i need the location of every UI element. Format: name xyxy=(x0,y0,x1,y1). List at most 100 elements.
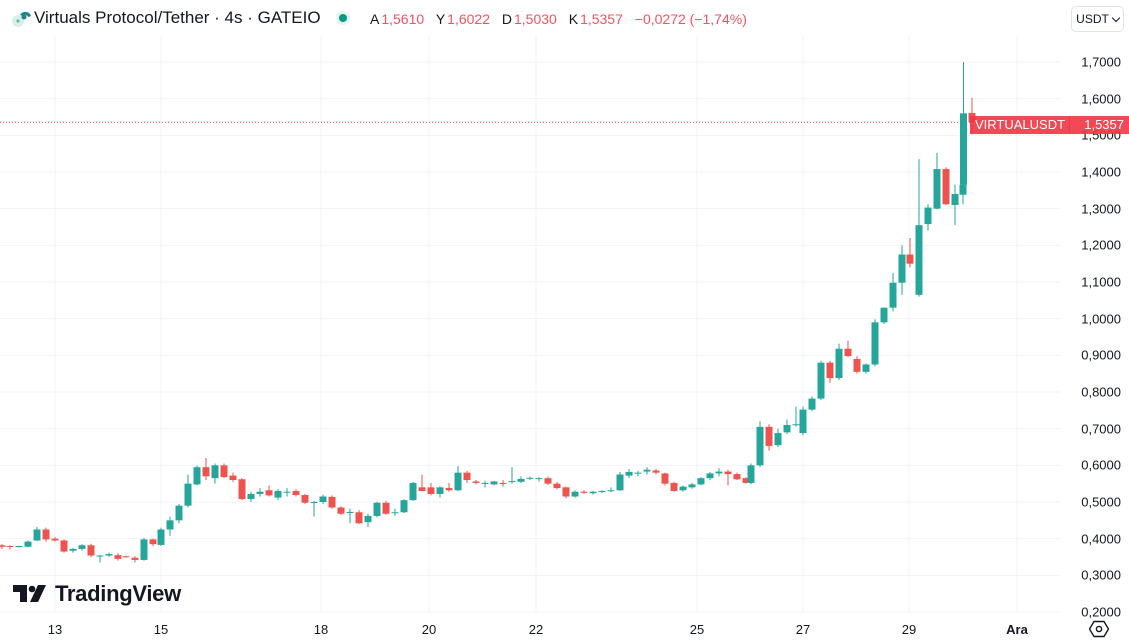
candle[interactable] xyxy=(571,490,579,498)
candle[interactable] xyxy=(853,356,861,374)
tradingview-watermark[interactable]: TradingView xyxy=(13,581,181,607)
candle[interactable] xyxy=(78,544,86,551)
candle[interactable] xyxy=(799,406,807,436)
candle[interactable] xyxy=(481,480,489,488)
candle[interactable] xyxy=(454,466,462,492)
candle[interactable] xyxy=(400,499,408,514)
candle[interactable] xyxy=(193,465,201,486)
candle[interactable] xyxy=(60,539,68,553)
candle[interactable] xyxy=(774,428,782,448)
candle[interactable] xyxy=(87,543,95,558)
candle[interactable] xyxy=(131,556,139,563)
candle[interactable] xyxy=(880,307,888,325)
candle[interactable] xyxy=(915,159,923,297)
candle[interactable] xyxy=(472,480,480,485)
candle[interactable] xyxy=(643,467,651,475)
candle[interactable] xyxy=(0,544,6,549)
settings-gear-icon[interactable] xyxy=(1089,620,1109,638)
candle[interactable] xyxy=(211,463,219,484)
candle[interactable] xyxy=(409,481,417,501)
candle[interactable] xyxy=(924,204,932,231)
candle[interactable] xyxy=(42,527,50,542)
candle[interactable] xyxy=(337,506,345,515)
candle[interactable] xyxy=(499,480,507,487)
candle[interactable] xyxy=(114,553,122,561)
candle[interactable] xyxy=(589,491,597,495)
candle[interactable] xyxy=(355,510,363,525)
candle[interactable] xyxy=(265,485,273,497)
candle[interactable] xyxy=(346,508,354,524)
candle[interactable] xyxy=(175,503,183,524)
candle[interactable] xyxy=(652,469,660,475)
candle[interactable] xyxy=(688,482,696,489)
candle[interactable] xyxy=(960,62,967,187)
candle[interactable] xyxy=(580,490,588,494)
candle[interactable] xyxy=(301,493,309,504)
candle[interactable] xyxy=(835,343,843,381)
candle[interactable] xyxy=(140,537,148,561)
candle[interactable] xyxy=(391,508,399,516)
candle[interactable] xyxy=(69,547,77,553)
candle[interactable] xyxy=(310,500,318,517)
candle[interactable] xyxy=(792,406,800,427)
candle[interactable] xyxy=(844,340,852,358)
candle[interactable] xyxy=(220,463,228,479)
candle[interactable] xyxy=(826,360,834,383)
candle[interactable] xyxy=(808,396,816,412)
candle[interactable] xyxy=(463,470,471,483)
candle[interactable] xyxy=(238,478,246,501)
candle[interactable] xyxy=(508,467,516,484)
candle[interactable] xyxy=(706,471,714,481)
candle[interactable] xyxy=(24,540,32,548)
candle[interactable] xyxy=(598,490,606,493)
candle[interactable] xyxy=(283,488,291,497)
candle[interactable] xyxy=(490,480,498,486)
candle[interactable] xyxy=(607,487,615,493)
candle[interactable] xyxy=(328,495,336,509)
candle[interactable] xyxy=(906,238,914,268)
candle[interactable] xyxy=(15,545,23,548)
candle[interactable] xyxy=(427,482,435,496)
candle[interactable] xyxy=(202,458,210,481)
candle[interactable] xyxy=(742,477,750,484)
candle[interactable] xyxy=(715,468,723,477)
market-status-icon[interactable] xyxy=(336,11,350,25)
candle[interactable] xyxy=(951,184,959,226)
candle[interactable] xyxy=(733,472,741,481)
candle[interactable] xyxy=(553,481,561,490)
candle[interactable] xyxy=(166,516,174,536)
candle[interactable] xyxy=(535,477,543,482)
currency-selector[interactable]: USDT xyxy=(1071,6,1124,32)
candle[interactable] xyxy=(661,472,669,486)
candle[interactable] xyxy=(765,424,773,451)
candle[interactable] xyxy=(445,482,453,492)
candle[interactable] xyxy=(562,486,570,499)
candle[interactable] xyxy=(942,167,950,206)
candle[interactable] xyxy=(526,476,534,481)
candle[interactable] xyxy=(747,463,755,485)
candle[interactable] xyxy=(544,476,552,486)
candle[interactable] xyxy=(625,469,633,479)
candle[interactable] xyxy=(724,469,732,486)
candle[interactable] xyxy=(96,554,104,563)
candle[interactable] xyxy=(418,474,426,492)
candle[interactable] xyxy=(382,500,390,515)
candle[interactable] xyxy=(229,472,237,482)
candle[interactable] xyxy=(436,486,444,498)
candle[interactable] xyxy=(783,419,791,435)
candle[interactable] xyxy=(817,360,825,401)
candle[interactable] xyxy=(634,470,642,477)
candle[interactable] xyxy=(33,526,41,542)
symbol-title[interactable]: Virtuals Protocol/Tether · 4s · GATEIO xyxy=(34,8,321,27)
candle[interactable] xyxy=(697,477,705,486)
candle[interactable] xyxy=(898,245,906,295)
candle[interactable] xyxy=(157,527,165,547)
candle[interactable] xyxy=(292,489,300,497)
candle[interactable] xyxy=(862,363,870,374)
candle[interactable] xyxy=(871,319,879,367)
candle[interactable] xyxy=(670,481,678,492)
candle[interactable] xyxy=(6,545,14,550)
candle[interactable] xyxy=(364,513,372,527)
candle[interactable] xyxy=(756,421,764,468)
